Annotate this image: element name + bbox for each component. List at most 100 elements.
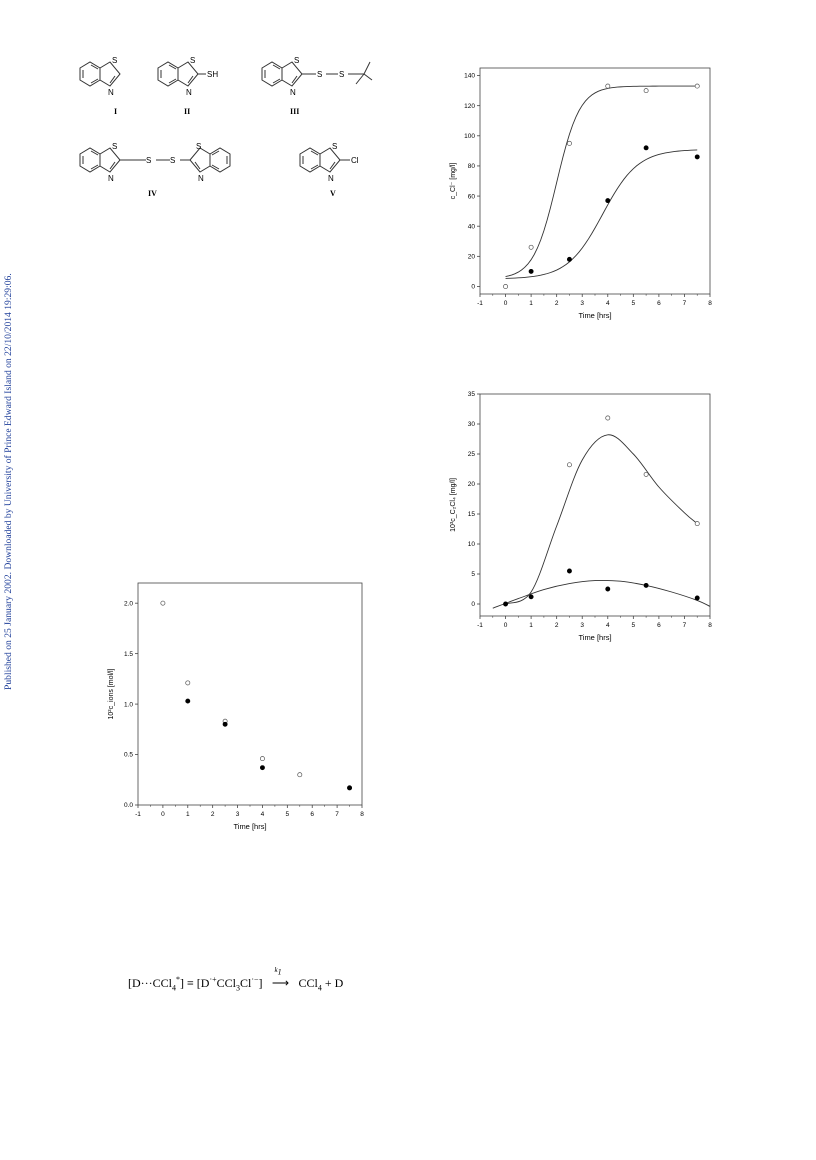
x-axis-label: Time [hrs] bbox=[233, 822, 266, 831]
structure-diagram: S N I S N SH II bbox=[79, 56, 373, 198]
atom-s: S bbox=[332, 142, 337, 151]
eq-right: CCl bbox=[298, 976, 318, 990]
structure-label-i: I bbox=[114, 107, 117, 116]
open-data-point bbox=[643, 471, 649, 477]
structure-label-v: V bbox=[330, 189, 336, 198]
x-tick-label: 0 bbox=[504, 622, 508, 629]
chemical-structures: S N I S N SH II bbox=[70, 48, 410, 208]
atom-n: N bbox=[186, 88, 192, 97]
x-axis-label: Time [hrs] bbox=[578, 633, 611, 642]
filled-data-point bbox=[185, 698, 191, 704]
filled-data-point bbox=[605, 586, 611, 592]
filled-data-point bbox=[503, 601, 509, 607]
x-tick-label: 8 bbox=[360, 811, 364, 818]
plot-frame bbox=[137, 582, 363, 806]
x-tick-label: -1 bbox=[135, 811, 141, 818]
chart-c2cl4: -1 0 1 2 3 4 5 6 7 8 0 5 10 15 20 25 30 35 Time [hrs] 10³c_… bbox=[440, 388, 720, 658]
reaction-arrow: k1 ⟶ bbox=[271, 966, 290, 990]
open-data-point bbox=[259, 756, 265, 762]
eq-equiv: ] ≡ [D bbox=[180, 976, 210, 990]
plot-frame bbox=[479, 67, 711, 295]
x-tick-label: 2 bbox=[555, 300, 559, 307]
x-tick-label: 5 bbox=[632, 300, 636, 307]
x-tick-label: 6 bbox=[657, 622, 661, 629]
y-tick-label: 0 bbox=[471, 601, 475, 608]
structure-label-iii: III bbox=[290, 107, 299, 116]
y-tick-label: 20 bbox=[468, 481, 476, 488]
atom-n: N bbox=[108, 174, 114, 183]
chart-c2cl4-svg: -1 0 1 2 3 4 5 6 7 8 0 5 10 15 20 25 30 35 Time [hrs] 10³c_… bbox=[450, 391, 712, 642]
y-tick-label: 30 bbox=[468, 421, 476, 428]
y-tick-label: 25 bbox=[468, 451, 476, 458]
y-axis-label: 10³c_C₂Cl₄ [mg/l] bbox=[450, 478, 457, 532]
filled-data-point bbox=[528, 594, 534, 600]
structure-label-ii: II bbox=[184, 107, 190, 116]
x-tick-label: 3 bbox=[580, 622, 584, 629]
plot-frame bbox=[479, 393, 711, 617]
filled-data-point bbox=[643, 582, 649, 588]
y-tick-label: 1.0 bbox=[124, 701, 133, 708]
y-tick-label: 80 bbox=[468, 163, 476, 170]
eq-left: [D···CCl bbox=[128, 976, 172, 990]
atom-s: S bbox=[317, 70, 322, 79]
fit-curve-series-1 bbox=[505, 434, 698, 605]
reaction-equation: [D···CCl4*] ≡ [D·+CCl3Cl·−] k1 ⟶ CCl4 + D bbox=[128, 966, 344, 992]
open-data-point bbox=[643, 88, 649, 94]
x-tick-label: 1 bbox=[529, 300, 533, 307]
eq-right-tail: + D bbox=[321, 976, 344, 990]
fit-curve-series-1 bbox=[505, 85, 698, 278]
filled-data-point bbox=[222, 721, 228, 727]
x-tick-label: 2 bbox=[211, 811, 215, 818]
y-tick-label: 0 bbox=[471, 284, 475, 291]
y-tick-label: 5 bbox=[471, 571, 475, 578]
y-axis-label: c_Cl⁻ [mg/l] bbox=[450, 163, 457, 200]
y-tick-label: 35 bbox=[468, 391, 476, 398]
filled-data-point bbox=[566, 568, 572, 574]
atom-n: N bbox=[328, 174, 334, 183]
x-tick-label: 2 bbox=[555, 622, 559, 629]
x-tick-label: 3 bbox=[236, 811, 240, 818]
structure-i: S N I bbox=[79, 56, 121, 116]
structure-label-iv: IV bbox=[148, 189, 157, 198]
atom-n: N bbox=[290, 88, 296, 97]
atom-cl: Cl bbox=[351, 156, 359, 165]
open-data-point bbox=[297, 772, 303, 778]
filled-data-point bbox=[694, 154, 700, 160]
open-data-point bbox=[503, 284, 509, 289]
y-tick-label: 60 bbox=[468, 193, 476, 200]
y-tick-label: 120 bbox=[464, 103, 475, 110]
publication-note[interactable]: Published on 25 January 2002. Downloaded… bbox=[3, 273, 14, 690]
atom-s: S bbox=[190, 56, 195, 65]
structure-ii: S N SH II bbox=[157, 56, 218, 116]
x-tick-label: 7 bbox=[683, 622, 687, 629]
eq-mid2-sup: ·− bbox=[251, 975, 259, 984]
open-data-point bbox=[528, 244, 534, 250]
chart-ions: -1 0 1 2 3 4 5 6 7 8 0.0 0.5 1.0 1.5 2.0 Time [hrs] 10²c… bbox=[100, 577, 370, 847]
x-tick-label: 1 bbox=[529, 622, 533, 629]
eq-left-sup: * bbox=[176, 975, 180, 984]
x-tick-label: 8 bbox=[708, 300, 712, 307]
x-tick-label: 7 bbox=[683, 300, 687, 307]
x-tick-label: -1 bbox=[477, 622, 483, 629]
x-tick-label: 5 bbox=[632, 622, 636, 629]
open-data-point bbox=[566, 140, 572, 146]
y-tick-label: 40 bbox=[468, 223, 476, 230]
y-tick-label: 20 bbox=[468, 254, 476, 261]
open-data-point bbox=[694, 521, 700, 527]
x-tick-label: 3 bbox=[580, 300, 584, 307]
filled-data-point bbox=[566, 256, 572, 262]
atom-s: S bbox=[294, 56, 299, 65]
filled-data-point bbox=[643, 145, 649, 151]
atom-s: S bbox=[112, 56, 117, 65]
fit-curve-series-2 bbox=[505, 149, 698, 279]
chart-chloride: -1 0 1 2 3 4 5 6 7 8 0 20 40 60 80 100 120 140 Time [hrs] c… bbox=[440, 62, 720, 337]
x-tick-label: 8 bbox=[708, 622, 712, 629]
x-axis-label: Time [hrs] bbox=[578, 311, 611, 320]
fit-curve-series-2 bbox=[492, 579, 711, 609]
x-tick-label: 0 bbox=[504, 300, 508, 307]
rate-constant-sub: 1 bbox=[277, 967, 282, 977]
open-data-point bbox=[605, 415, 611, 421]
x-tick-label: -1 bbox=[477, 300, 483, 307]
filled-data-point bbox=[605, 198, 611, 204]
